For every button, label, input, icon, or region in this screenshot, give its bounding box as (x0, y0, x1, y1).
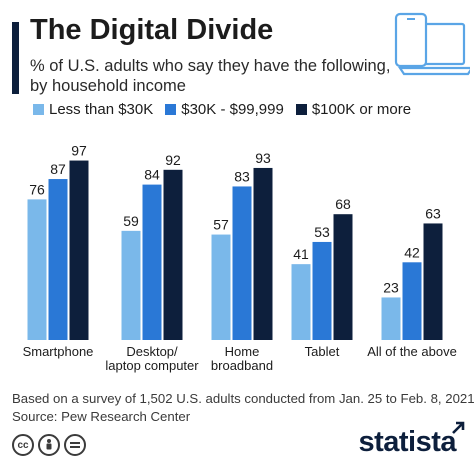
data-label-all-mid-income: 42 (404, 244, 420, 260)
legend-item-low-income: Less than $30K (33, 101, 153, 118)
data-label-tablet-low-income: 41 (293, 246, 309, 262)
category-label-all: All of the above (367, 344, 457, 359)
bar-tablet-low-income (291, 264, 311, 340)
data-label-computer-mid-income: 84 (144, 167, 160, 183)
legend-item-high-income: $100K or more (295, 101, 412, 118)
data-label-all-low-income: 23 (383, 279, 399, 295)
bar-all-high-income (423, 223, 443, 340)
bar-broadband-high-income (253, 167, 273, 340)
legend-label-mid-income: $30K - $99,999 (181, 101, 284, 118)
legend-swatch-low-income (33, 104, 44, 115)
bar-all-mid-income (402, 262, 422, 340)
category-label-broadband-line-1: Home (225, 344, 260, 359)
devices-icon (394, 12, 470, 76)
attribution-icon (38, 434, 60, 456)
bar-tablet-mid-income (312, 241, 332, 340)
legend-label-low-income: Less than $30K (49, 101, 154, 118)
category-label-computer-line-1: Desktop/ (126, 344, 178, 359)
bar-broadband-low-income (211, 234, 231, 340)
bar-computer-high-income (163, 169, 183, 340)
footnote: Based on a survey of 1,502 U.S. adults c… (12, 390, 474, 426)
data-label-broadband-high-income: 93 (255, 150, 271, 166)
bar-tablet-high-income (333, 214, 353, 340)
bar-computer-low-income (121, 230, 141, 340)
data-label-smartphone-low-income: 76 (29, 181, 45, 197)
data-label-smartphone-high-income: 97 (71, 143, 87, 159)
title-accent-bar (12, 22, 19, 94)
license-icons: cc (12, 434, 86, 456)
category-label-broadband-line-2: broadband (211, 358, 273, 373)
bar-chart: 76 87 97 Smartphone 59 84 92 Desktop/laptop com… (23, 143, 457, 373)
category-label-tablet: Tablet (305, 344, 340, 359)
legend-item-mid-income: $30K - $99,999 (165, 101, 284, 118)
data-label-computer-high-income: 92 (165, 152, 181, 168)
creative-commons-icon: cc (12, 434, 34, 456)
statista-logo: statista (358, 426, 456, 458)
data-label-smartphone-mid-income: 87 (50, 161, 66, 177)
bar-broadband-mid-income (232, 186, 252, 340)
chart-legend: Less than $30K $30K - $99,999 $100K or m… (33, 101, 464, 118)
data-label-all-high-income: 63 (425, 205, 441, 221)
data-label-tablet-high-income: 68 (335, 196, 351, 212)
category-label-smartphone: Smartphone (23, 344, 94, 359)
legend-swatch-mid-income (165, 104, 177, 115)
chart-subtitle: % of U.S. adults who say they have the f… (30, 57, 391, 95)
statista-logo-arrow-icon (452, 421, 465, 434)
data-label-computer-low-income: 59 (123, 213, 139, 229)
bar-computer-mid-income (142, 184, 162, 340)
category-label-computer-line-2: laptop computer (105, 358, 199, 373)
legend-label-high-income: $100K or more (311, 101, 412, 118)
bar-smartphone-high-income (69, 160, 89, 340)
bar-smartphone-low-income (27, 199, 47, 340)
bar-smartphone-mid-income (48, 179, 68, 340)
source-note: Source: Pew Research Center (12, 409, 191, 424)
data-label-tablet-mid-income: 53 (314, 224, 330, 240)
bar-all-low-income (381, 297, 401, 340)
chart-title: The Digital Divide (30, 14, 274, 46)
no-derivatives-icon (64, 434, 86, 456)
legend-swatch-high-income (295, 104, 307, 115)
data-label-broadband-mid-income: 83 (234, 168, 250, 184)
data-label-broadband-low-income: 57 (213, 217, 229, 233)
survey-note: Based on a survey of 1,502 U.S. adults c… (12, 391, 474, 406)
